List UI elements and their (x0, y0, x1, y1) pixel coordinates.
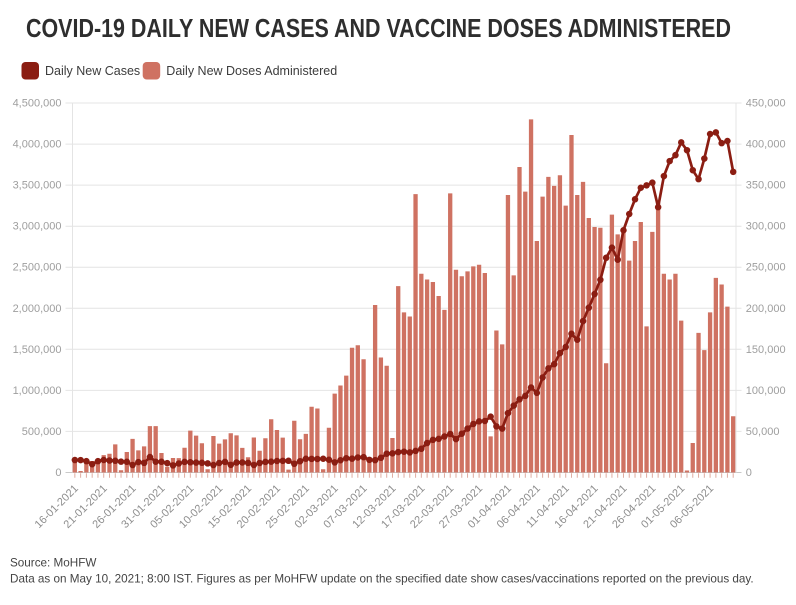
svg-text:0: 0 (746, 467, 752, 479)
svg-text:Source: MoHFW: Source: MoHFW (10, 557, 96, 570)
svg-text:Data as on May 10, 2021; 8:00: Data as on May 10, 2021; 8:00 IST. Figur… (10, 573, 754, 586)
svg-text:2,000,000: 2,000,000 (13, 303, 62, 315)
svg-text:250,000: 250,000 (746, 262, 786, 274)
svg-text:0: 0 (55, 467, 61, 479)
svg-text:1,500,000: 1,500,000 (13, 344, 62, 356)
svg-text:350,000: 350,000 (746, 180, 786, 192)
svg-text:400,000: 400,000 (746, 139, 786, 151)
svg-text:4,500,000: 4,500,000 (13, 98, 62, 110)
svg-text:2,500,000: 2,500,000 (13, 262, 62, 274)
svg-text:100,000: 100,000 (746, 385, 786, 397)
svg-text:500,000: 500,000 (22, 426, 62, 438)
svg-text:Daily New Doses Administered: Daily New Doses Administered (166, 64, 337, 78)
svg-text:50,000: 50,000 (746, 426, 780, 438)
svg-text:300,000: 300,000 (746, 221, 786, 233)
svg-text:COVID-19 DAILY NEW CASES AND V: COVID-19 DAILY NEW CASES AND VACCINE DOS… (26, 13, 731, 43)
svg-text:150,000: 150,000 (746, 344, 786, 356)
svg-text:450,000: 450,000 (746, 98, 786, 110)
svg-text:4,000,000: 4,000,000 (13, 139, 62, 151)
svg-text:3,000,000: 3,000,000 (13, 221, 62, 233)
svg-text:1,000,000: 1,000,000 (13, 385, 62, 397)
svg-text:Daily New Cases: Daily New Cases (45, 64, 140, 78)
svg-text:200,000: 200,000 (746, 303, 786, 315)
svg-text:3,500,000: 3,500,000 (13, 180, 62, 192)
